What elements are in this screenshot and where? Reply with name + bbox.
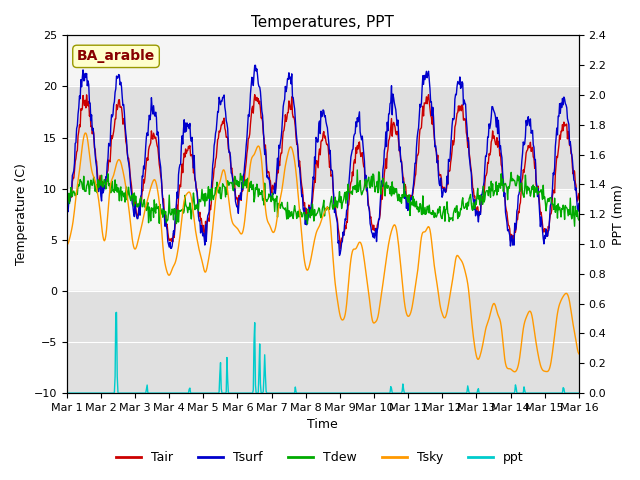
Title: Temperatures, PPT: Temperatures, PPT (252, 15, 394, 30)
Y-axis label: PPT (mm): PPT (mm) (612, 184, 625, 245)
X-axis label: Time: Time (307, 419, 338, 432)
Legend: Tair, Tsurf, Tdew, Tsky, ppt: Tair, Tsurf, Tdew, Tsky, ppt (111, 446, 529, 469)
Bar (67, 291, 579, 393)
Text: BA_arable: BA_arable (77, 49, 155, 63)
Y-axis label: Temperature (C): Temperature (C) (15, 163, 28, 265)
Bar (67, 86, 579, 189)
